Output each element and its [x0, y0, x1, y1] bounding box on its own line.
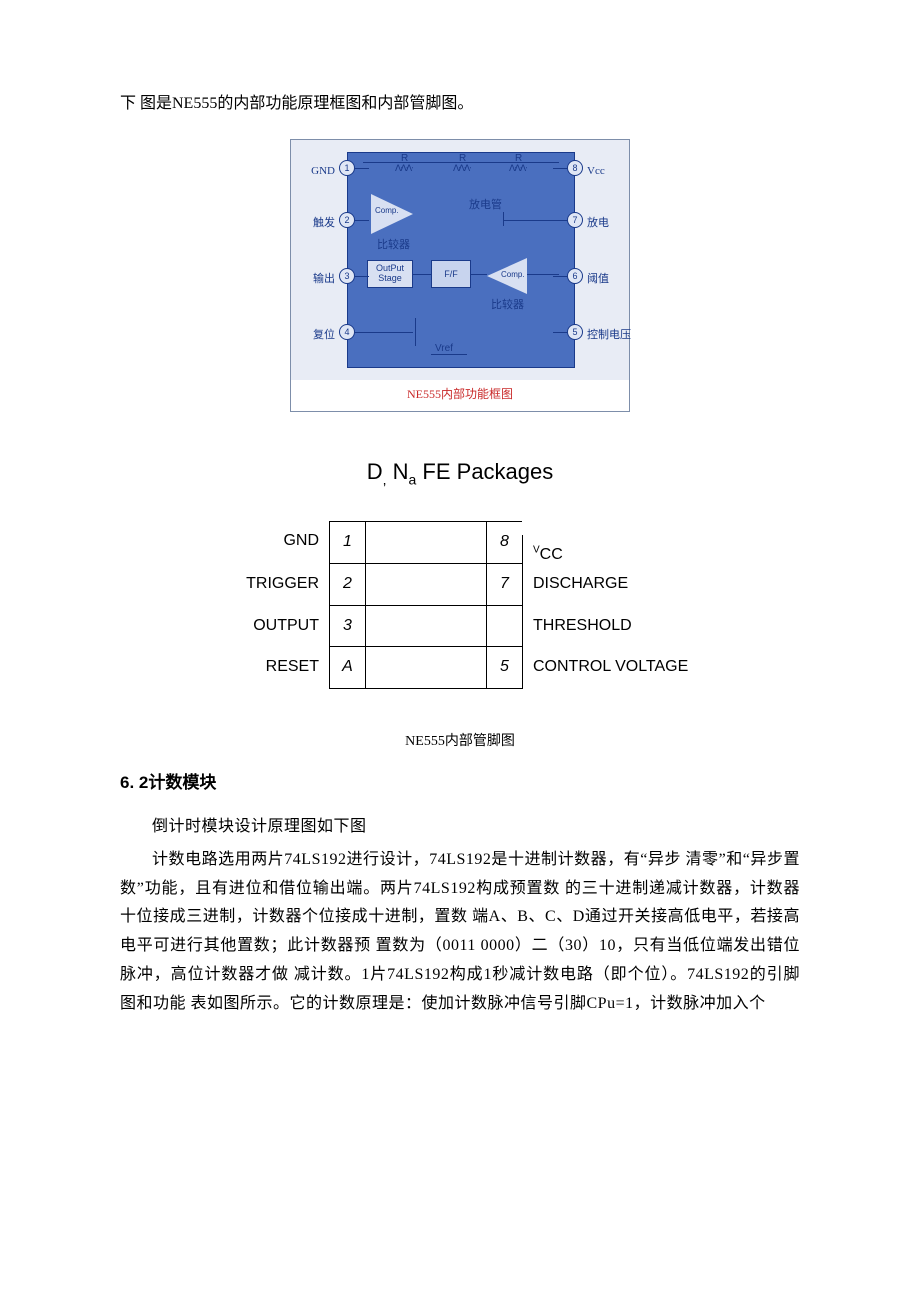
comp2-label: Comp.	[501, 268, 525, 282]
chip-body	[366, 521, 486, 564]
pin-number	[486, 606, 522, 648]
pin-external-label: 放电	[587, 214, 609, 234]
pin-number: 8	[486, 521, 522, 564]
pin-number: A	[330, 647, 366, 689]
pin-circle: 5	[567, 324, 583, 340]
pin-number: 3	[330, 606, 366, 648]
pin-label-left: OUTPUT	[210, 606, 330, 648]
pin-external-label: 触发	[295, 214, 335, 234]
intro-text: 下 图是NE555的内部功能原理框图和内部管脚图。	[120, 90, 800, 119]
pin-external-label: 复位	[295, 326, 335, 346]
pin-circle: 2	[339, 212, 355, 228]
pin-label-right: CONTROL VOLTAGE	[522, 647, 692, 689]
pin-label-right: THRESHOLD	[522, 606, 692, 648]
pin-external-label: 控制电压	[587, 326, 631, 346]
body-paragraph: 计数电路选用两片74LS192进行设计，74LS192是十进制计数器，有“异步 …	[120, 846, 800, 1019]
chip-body	[366, 564, 486, 606]
diagram1-caption: NE555内部功能框图	[291, 380, 629, 412]
chip-body	[366, 647, 486, 689]
pin-number: 5	[486, 647, 522, 689]
pin-external-label: 输出	[295, 270, 335, 290]
section-heading: 6. 2计数模块	[120, 768, 800, 799]
comp1-label: Comp.	[375, 204, 399, 218]
ne555-block-diagram: R ᐽᐽᐽ R ᐽᐽᐽ R ᐽᐽᐽ Comp. 比较器 放电管 OutPut S…	[290, 139, 630, 413]
comp1-cn-label: 比较器	[377, 236, 410, 256]
package-title: D, Na FE Packages	[120, 452, 800, 493]
comp2-cn-label: 比较器	[491, 296, 524, 316]
pin-label-right: VCC	[522, 535, 692, 578]
pin-number: 2	[330, 564, 366, 606]
output-stage-box: OutPut Stage	[367, 260, 413, 288]
discharge-transistor-label: 放电管	[469, 196, 502, 216]
pin-label-left: GND	[210, 521, 330, 564]
pin-circle: 3	[339, 268, 355, 284]
resistor-zigzag-icon: ᐽᐽᐽ	[453, 160, 470, 176]
pin-circle: 8	[567, 160, 583, 176]
pin-label-left: TRIGGER	[210, 564, 330, 606]
flipflop-box: F/F	[431, 260, 471, 288]
pin-external-label: 阈值	[587, 270, 609, 290]
pin-number: 7	[486, 564, 522, 606]
pinout-caption: NE555内部管脚图	[120, 729, 800, 754]
pin-label-left: RESET	[210, 647, 330, 689]
chip-body	[366, 606, 486, 648]
resistor-zigzag-icon: ᐽᐽᐽ	[509, 160, 526, 176]
pin-circle: 6	[567, 268, 583, 284]
pin-circle: 1	[339, 160, 355, 176]
pinout-diagram: GND 1 8 VCC TRIGGER 2 7 DISCHARGE OUTPUT…	[210, 521, 710, 689]
pin-external-label: Vcc	[587, 162, 605, 182]
vref-label: Vref	[435, 340, 453, 358]
pin-circle: 7	[567, 212, 583, 228]
pin-number: 1	[330, 521, 366, 564]
pin-external-label: GND	[295, 162, 335, 182]
body-paragraph: 倒计时模块设计原理图如下图	[120, 813, 800, 842]
pin-circle: 4	[339, 324, 355, 340]
resistor-zigzag-icon: ᐽᐽᐽ	[395, 160, 412, 176]
